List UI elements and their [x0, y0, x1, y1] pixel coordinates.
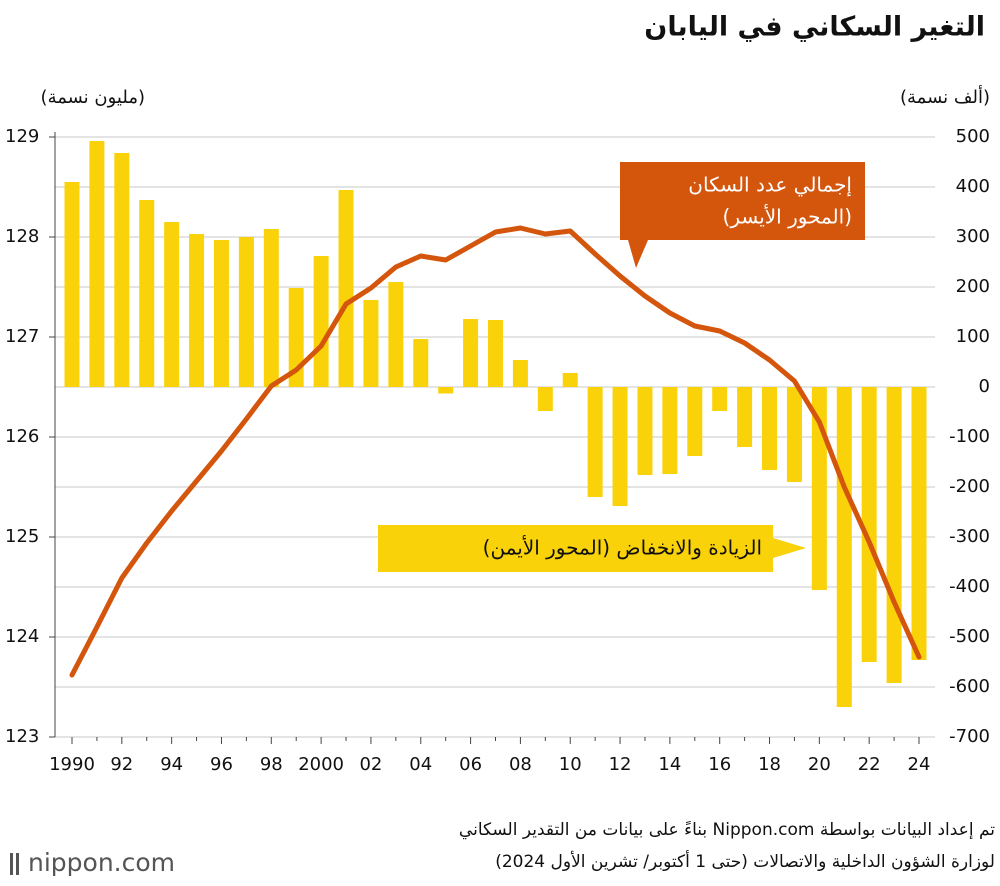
y2-tick-label: -700 [949, 726, 990, 747]
y2-tick-label: 300 [956, 226, 990, 247]
x-tick-label: 06 [459, 754, 482, 775]
y2-tick-label: -400 [949, 576, 990, 597]
bar [338, 190, 354, 387]
population-line [69, 225, 922, 678]
bar [213, 240, 229, 387]
y2-tick-label: 0 [979, 376, 990, 397]
bar [687, 387, 703, 456]
line-annotation: إجمالي عدد السكان (المحور الأيسر) [620, 162, 865, 268]
bar [313, 256, 329, 387]
bar [537, 387, 553, 411]
bar [288, 288, 304, 387]
bar [488, 320, 503, 387]
y2-tick-label: 100 [956, 326, 990, 347]
y-tick-label: 129 [5, 126, 39, 147]
bar [463, 319, 479, 387]
logo-text: nippon.com [28, 848, 175, 877]
y-tick-label: 128 [5, 226, 39, 247]
bar [139, 200, 155, 387]
x-tick-label: 24 [908, 754, 931, 775]
bar [114, 153, 130, 387]
logo-mark [16, 853, 19, 875]
source-line: تم إعداد البيانات بواسطة Nippon.com بناء… [459, 820, 995, 840]
y-tick-label: 127 [5, 326, 39, 347]
x-tick-label: 16 [708, 754, 731, 775]
x-tick-label: 94 [160, 754, 183, 775]
bar [263, 229, 279, 387]
x-tick-label: 10 [559, 754, 582, 775]
bar [836, 387, 852, 707]
line-legend: إجمالي عدد السكان [688, 173, 852, 198]
y-tick-label: 124 [5, 626, 39, 647]
x-tick-label: 92 [110, 754, 133, 775]
bar [164, 222, 180, 387]
y2-tick-label: 400 [956, 176, 990, 197]
bar [89, 141, 105, 387]
bar [363, 300, 379, 387]
chart-title: التغير السكاني في اليابان [644, 12, 985, 43]
logo: nippon.com [10, 848, 175, 877]
bar [562, 373, 578, 387]
x-tick-label: 14 [658, 754, 681, 775]
bar-annotation: الزيادة والانخفاض (المحور الأيمن) [378, 525, 806, 572]
y2-tick-label: -200 [949, 476, 990, 497]
bar [786, 387, 802, 482]
annotation-box [620, 162, 865, 268]
x-tick-label: 12 [609, 754, 632, 775]
y2-tick-label: -300 [949, 526, 990, 547]
x-tick-label: 1990 [49, 754, 95, 775]
y-axis-label: (مليون نسمة) [41, 87, 145, 108]
bar [662, 387, 678, 474]
bars [64, 141, 927, 707]
x-tick-label: 22 [858, 754, 881, 775]
bar-legend: الزيادة والانخفاض (المحور الأيمن) [483, 536, 762, 560]
bar [886, 387, 902, 683]
source-line: لوزارة الشؤون الداخلية والاتصالات (حتى 1… [495, 850, 995, 872]
bar [861, 387, 877, 662]
x-tick-label: 2000 [298, 754, 344, 775]
y2-tick-label: 200 [956, 276, 990, 297]
y2-tick-label: -100 [949, 426, 990, 447]
x-tick-label: 18 [758, 754, 781, 775]
y2-axis-label: (ألف نسمة) [900, 85, 990, 108]
bar [189, 234, 205, 387]
y-tick-label: 123 [5, 726, 39, 747]
x-tick-label: 08 [509, 754, 532, 775]
bar [612, 387, 628, 506]
bar [712, 387, 728, 411]
x-tick-label: 20 [808, 754, 831, 775]
x-tick-label: 96 [210, 754, 233, 775]
bar [438, 387, 454, 394]
y-tick-label: 125 [5, 526, 39, 547]
line-legend-note: (المحور الأيسر) [723, 205, 852, 229]
annotation-box [378, 525, 806, 572]
y2-tick-label: 500 [956, 126, 990, 147]
bar [637, 387, 653, 475]
bar [762, 387, 778, 470]
x-tick-label: 04 [409, 754, 432, 775]
bar [64, 182, 80, 387]
bar [911, 387, 927, 660]
logo-mark [10, 853, 13, 875]
bar [512, 360, 528, 387]
y-tick-label: 126 [5, 426, 39, 447]
bar [388, 282, 404, 387]
bar [737, 387, 753, 447]
y2-tick-label: -600 [949, 676, 990, 697]
x-tick-label: 02 [359, 754, 382, 775]
x-tick-label: 98 [260, 754, 283, 775]
line-layer [69, 225, 922, 678]
bar [238, 237, 254, 387]
bar [587, 387, 603, 497]
bar [413, 339, 429, 387]
y2-tick-label: -500 [949, 626, 990, 647]
